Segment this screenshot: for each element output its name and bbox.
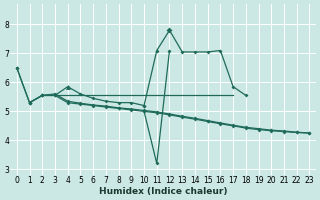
- X-axis label: Humidex (Indice chaleur): Humidex (Indice chaleur): [99, 187, 228, 196]
